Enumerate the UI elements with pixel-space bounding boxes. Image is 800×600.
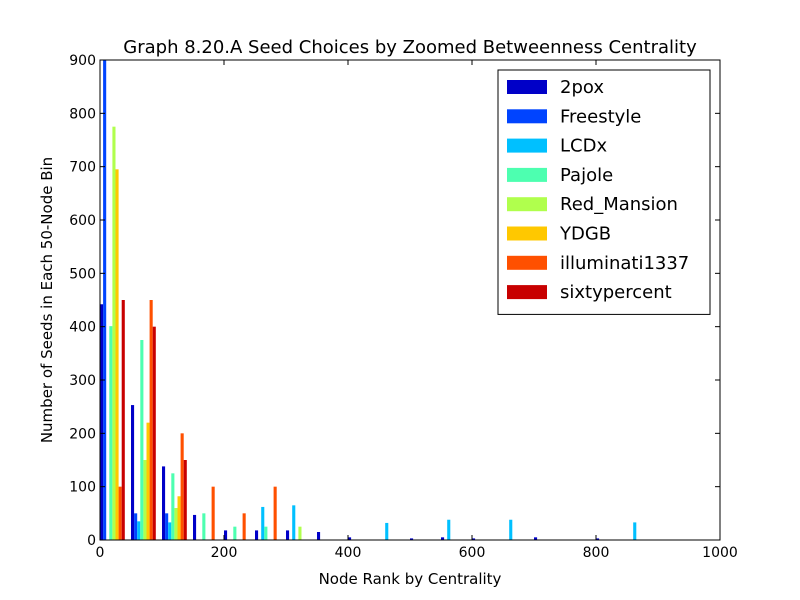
bar-pajole-bin-50 <box>140 340 144 540</box>
bar-2pox-bin-250 <box>255 530 259 540</box>
bars-group <box>100 60 637 541</box>
bar-red-mansion-bin-300 <box>298 526 302 540</box>
y-tick-label: 900 <box>69 53 96 69</box>
bar-pajole-bin-0 <box>109 326 113 540</box>
legend-swatch-pajole <box>507 167 547 182</box>
bar-lcdx-bin-550 <box>447 519 451 540</box>
bar-illuminati1337-bin-200 <box>242 513 246 540</box>
bar-red-mansion-bin-0 <box>112 126 116 541</box>
bar-2pox-bin-500 <box>410 538 414 540</box>
bar-pajole-bin-150 <box>202 513 206 540</box>
bar-illuminati1337-bin-50 <box>149 300 153 540</box>
legend-swatch-sixtypercent <box>507 285 547 300</box>
legend-label-sixtypercent: sixtypercent <box>560 282 672 303</box>
x-axis-label: Node Rank by Centrality <box>319 570 502 588</box>
y-tick-label: 500 <box>69 266 96 282</box>
bar-2pox-bin-300 <box>286 530 290 540</box>
bar-lcdx-bin-850 <box>633 522 637 540</box>
bar-2pox-bin-0 <box>100 304 104 540</box>
y-tick-label: 800 <box>69 106 96 122</box>
x-tick-label: 800 <box>583 545 610 561</box>
bar-2pox-bin-700 <box>534 537 538 540</box>
x-tick-label: 400 <box>335 545 362 561</box>
bar-lcdx-bin-250 <box>261 506 265 540</box>
x-tick-label: 200 <box>211 545 238 561</box>
bar-illuminati1337-bin-100 <box>180 433 184 540</box>
bar-2pox-bin-350 <box>317 532 321 540</box>
y-tick-label: 100 <box>69 480 96 496</box>
y-axis-ticks: 0 100 200 300 400 500 600 700 800 900 <box>69 53 720 549</box>
chart-title: Graph 8.20.A Seed Choices by Zoomed Betw… <box>123 37 697 58</box>
bar-ydgb-bin-100 <box>177 496 181 540</box>
bar-red-mansion-bin-100 <box>174 508 178 540</box>
bar-freestyle-bin-100 <box>165 513 169 540</box>
legend-label-2pox: 2pox <box>560 77 604 98</box>
legend-swatch-illuminati1337 <box>507 255 547 270</box>
bar-freestyle-bin-0 <box>103 60 107 540</box>
bar-pajole-bin-100 <box>171 473 175 540</box>
bar-sixtypercent-bin-100 <box>183 460 187 540</box>
legend: 2pox Freestyle LCDx Pajole Red_Mansion YDGB il… <box>497 69 711 315</box>
legend-label-illuminati1337: illuminati1337 <box>560 253 689 274</box>
y-tick-label: 700 <box>69 160 96 176</box>
bar-ydgb-bin-50 <box>146 422 150 540</box>
bar-lcdx-bin-450 <box>385 522 389 540</box>
bar-pajole-bin-250 <box>264 526 268 540</box>
bar-freestyle-bin-50 <box>134 513 138 540</box>
bar-ydgb-bin-0 <box>115 169 119 541</box>
bar-pajole-bin-200 <box>233 526 237 540</box>
legend-label-pajole: Pajole <box>560 165 613 186</box>
y-tick-label: 200 <box>69 426 96 442</box>
x-tick-label: 600 <box>459 545 486 561</box>
bar-2pox-bin-800 <box>596 538 600 540</box>
legend-swatch-red-mansion <box>507 197 547 212</box>
legend-swatch-lcdx <box>507 138 547 153</box>
y-tick-label: 300 <box>69 373 96 389</box>
bar-2pox-bin-150 <box>193 514 197 540</box>
bar-illuminati1337-bin-250 <box>273 486 277 540</box>
legend-swatch-2pox <box>507 80 547 94</box>
legend-swatch-freestyle <box>507 109 547 124</box>
legend-label-ydgb: YDGB <box>559 224 611 245</box>
bar-2pox-bin-100 <box>162 466 166 540</box>
y-tick-label: 0 <box>87 533 96 549</box>
x-tick-label: 1000 <box>702 545 738 561</box>
bar-illuminati1337-bin-150 <box>211 486 215 540</box>
bar-lcdx-bin-50 <box>137 521 141 540</box>
legend-label-lcdx: LCDx <box>560 136 607 157</box>
bar-lcdx-bin-650 <box>509 519 513 540</box>
bar-2pox-bin-400 <box>348 537 352 540</box>
x-tick-label: 0 <box>96 545 105 561</box>
y-tick-label: 400 <box>69 320 96 336</box>
legend-label-red-mansion: Red_Mansion <box>560 194 678 215</box>
bar-sixtypercent-bin-0 <box>121 300 125 540</box>
legend-swatch-ydgb <box>507 226 547 241</box>
bar-2pox-bin-550 <box>441 537 445 540</box>
bar-sixtypercent-bin-50 <box>152 326 156 540</box>
bar-illuminati1337-bin-0 <box>118 486 122 540</box>
y-tick-label: 600 <box>69 213 96 229</box>
bar-lcdx-bin-100 <box>168 522 172 540</box>
bar-red-mansion-bin-50 <box>143 460 147 540</box>
plot-frame <box>99 59 721 541</box>
bar-2pox-bin-200 <box>224 530 228 540</box>
bar-2pox-bin-600 <box>472 538 476 540</box>
y-axis-label: Number of Seeds in Each 50-Node Bin <box>38 157 56 443</box>
x-axis-ticks: 0 200 400 600 800 1000 <box>96 60 738 561</box>
legend-label-freestyle: Freestyle <box>560 106 641 127</box>
bar-2pox-bin-50 <box>131 405 135 540</box>
bar-lcdx-bin-300 <box>292 505 296 540</box>
